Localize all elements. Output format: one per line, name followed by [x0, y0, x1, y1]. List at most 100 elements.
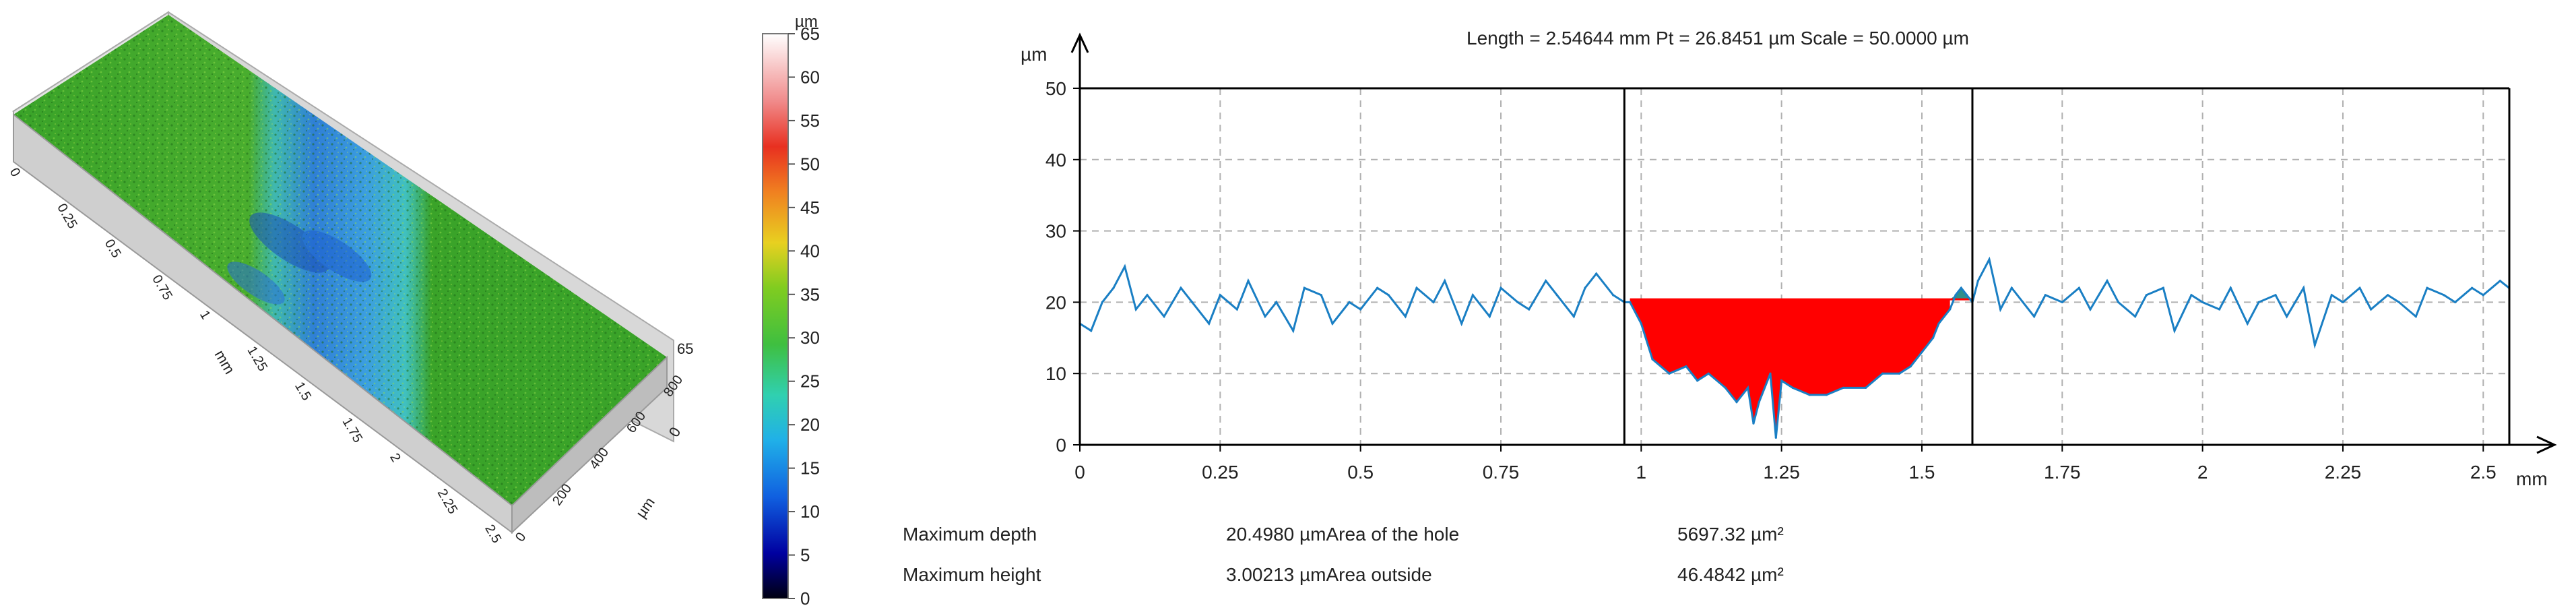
- hole-area: [1630, 299, 1950, 438]
- profile-point-18: [1320, 294, 1322, 297]
- colorbar-gradient: [762, 33, 789, 599]
- profile-point-13: [1247, 280, 1250, 282]
- profile-point-62: [1898, 372, 1901, 375]
- result-label-max-height: Maximum height: [903, 564, 1041, 585]
- profile-point-60: [1865, 386, 1867, 389]
- profile-line: [1079, 256, 2510, 438]
- profile-point-66: [1937, 322, 1940, 325]
- chart-axes: [1070, 32, 2557, 454]
- colorbar-tick-label-1: 5: [800, 545, 810, 565]
- profile-point-68: [1954, 294, 1957, 297]
- profile-point-7: [1163, 315, 1165, 318]
- profile-point-26: [1432, 301, 1435, 303]
- profile-point-57: [1808, 394, 1811, 396]
- profile-point-58: [1825, 394, 1828, 396]
- colorbar-tick-label-6: 30: [800, 328, 820, 348]
- profile-point-33: [1528, 308, 1531, 311]
- chart-areas: [1630, 288, 1972, 438]
- colorbar-tick-label-0: 0: [800, 588, 810, 609]
- profile-point-95: [2286, 315, 2288, 318]
- profile-point-39: [1612, 294, 1615, 297]
- y-axis-arrow: [1070, 32, 1089, 53]
- profile-point-83: [2117, 301, 2120, 303]
- y-tick-label-2: 20: [1045, 292, 1066, 313]
- result-label-max-depth: Maximum depth: [903, 524, 1037, 545]
- surface-y-unit: µm: [633, 494, 658, 521]
- profile-point-29: [1471, 294, 1474, 297]
- y-tick-label-5: 50: [1045, 78, 1066, 99]
- profile-point-36: [1572, 315, 1575, 318]
- profile-point-99: [2342, 301, 2344, 303]
- profile-point-78: [2044, 294, 2047, 297]
- profile-point-101: [2370, 308, 2373, 311]
- y-axis-unit: µm: [1021, 44, 1047, 65]
- surface-right-face: [511, 355, 668, 534]
- colorbar-tick-label-3: 15: [800, 458, 820, 479]
- profile-point-44: [1668, 372, 1671, 375]
- profile-point-28: [1460, 322, 1463, 325]
- profile-point-24: [1404, 315, 1407, 318]
- profile-point-91: [2229, 286, 2232, 289]
- profile-point-92: [2246, 322, 2249, 325]
- profile-point-110: [2499, 280, 2501, 282]
- profile-point-74: [1999, 308, 2002, 311]
- profile-point-38: [1595, 272, 1598, 275]
- colorbar-ticks: 0 5 10 15 20 25 30 35 40 45 50 55 60 65: [788, 24, 820, 609]
- profile-point-82: [2106, 280, 2108, 282]
- x-axis-unit: mm: [2516, 468, 2548, 489]
- colorbar-tick-label-11: 55: [800, 111, 820, 131]
- profile-point-16: [1292, 330, 1295, 332]
- chart-title: Length = 2.54644 mm Pt = 26.8451 µm Scal…: [1467, 28, 1969, 49]
- profile-chart: Length = 2.54644 mm Pt = 26.8451 µm Scal…: [1021, 28, 2557, 489]
- colorbar: µm 0 5 10 15 20 25 30 35 40 45 50 55 60 65: [762, 13, 820, 609]
- x-tick-label-3: 0.75: [1483, 462, 1520, 483]
- profile-point-17: [1303, 286, 1306, 289]
- x-tick-label-2: 0.5: [1347, 462, 1374, 483]
- y-tick-label-4: 40: [1045, 150, 1066, 171]
- profile-point-31: [1500, 286, 1502, 289]
- profile-point-20: [1348, 301, 1351, 303]
- profile-point-9: [1191, 301, 1194, 303]
- profile-point-6: [1146, 294, 1149, 297]
- profile-point-35: [1555, 294, 1558, 297]
- profile-point-37: [1584, 286, 1586, 289]
- profile-point-100: [2358, 286, 2361, 289]
- profile-point-55: [1780, 379, 1783, 382]
- result-value-area-outside: 46.4842 µm²: [1677, 564, 1784, 585]
- profile-point-69: [1960, 286, 1962, 289]
- profile-point-98: [2330, 294, 2333, 297]
- profile-point-102: [2387, 294, 2389, 297]
- profile-point-84: [2134, 315, 2137, 318]
- colorbar-tick-label-2: 10: [800, 501, 820, 522]
- profile-point-90: [2218, 308, 2221, 311]
- surface-x-tick-0: 0: [7, 166, 24, 180]
- profile-point-96: [2303, 286, 2305, 289]
- profile-point-76: [2022, 301, 2024, 303]
- profile-point-65: [1932, 336, 1935, 339]
- chart-cursors: [1623, 88, 1974, 445]
- colorbar-tick-label-5: 25: [800, 371, 820, 392]
- profile-point-109: [2482, 294, 2484, 297]
- profile-point-77: [2033, 315, 2036, 318]
- colorbar-tick-label-13: 65: [800, 24, 820, 44]
- surface-trench: [227, 212, 372, 305]
- x-tick-label-5: 1.25: [1763, 462, 1800, 483]
- profile-point-94: [2274, 294, 2277, 297]
- profile-point-81: [2089, 308, 2092, 311]
- profile-point-103: [2397, 301, 2400, 303]
- profile-point-53: [1769, 372, 1772, 375]
- colorbar-tick-label-9: 45: [800, 197, 820, 218]
- colorbar-tick-label-12: 60: [800, 67, 820, 87]
- profile-point-22: [1376, 286, 1379, 289]
- profile-point-67: [1949, 308, 1952, 311]
- profile-point-79: [2061, 301, 2063, 303]
- profile-point-8: [1180, 286, 1182, 289]
- surface-y-tick-0: 0: [513, 530, 529, 545]
- colorbar-tick-label-8: 40: [800, 241, 820, 261]
- profile-point-107: [2454, 301, 2457, 303]
- x-tick-label-0: 0: [1074, 462, 1085, 483]
- y-tick-label-3: 30: [1045, 221, 1066, 242]
- profile-point-97: [2313, 344, 2316, 346]
